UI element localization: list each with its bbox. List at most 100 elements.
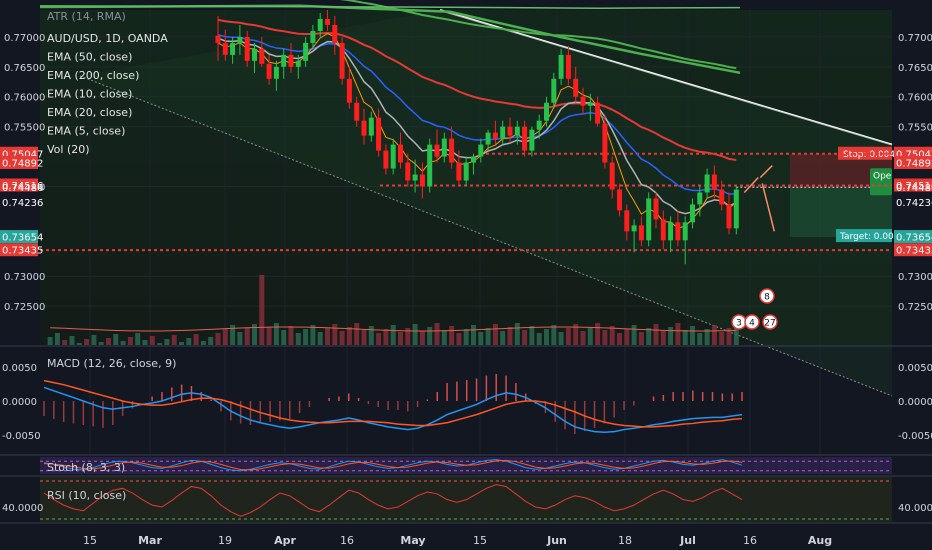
volume-bar [69, 336, 75, 345]
level-label-right: 0.73654 [896, 233, 932, 244]
stoch-d-line [43, 459, 743, 471]
rsi-title: RSI (10, close) [47, 489, 126, 502]
legend-entry: EMA (5, close) [47, 125, 125, 138]
candle-body [660, 219, 666, 241]
volume-bar [317, 332, 323, 345]
candle-body [704, 174, 710, 193]
stoch-plot [40, 459, 892, 472]
candle-body [690, 204, 695, 223]
legend-entry: Vol (20) [47, 143, 90, 156]
volume-bar [427, 327, 433, 345]
candle-body [441, 138, 447, 157]
target-label: Target: 0.00 [839, 232, 894, 242]
price-tick-right: 0.77000 [898, 33, 932, 44]
candle-body [514, 126, 520, 136]
volume-bar [507, 327, 513, 345]
candle-body [354, 102, 360, 121]
volume-bar [405, 328, 411, 345]
price-tick-left: 0.76000 [4, 93, 45, 104]
candle-body [390, 144, 396, 169]
volume-bar [354, 323, 360, 345]
date-tick: Jul [679, 534, 696, 547]
level-label-left: 0.74486 [2, 183, 43, 194]
candle-body [624, 210, 630, 232]
date-axis[interactable]: 15 Mar 19 Apr 16 May 15 Jun 18 Jul 16 Aug [83, 534, 832, 547]
volume-bar [179, 342, 184, 345]
position-tool[interactable]: Stop: 0.004 Target: 0.00 Ope [736, 146, 895, 243]
level-label-right: 0.74892 [896, 159, 932, 170]
event-badges[interactable]: 8 3 4 27 [731, 288, 778, 330]
volume-bar [602, 330, 608, 345]
rsi-plot: 40.0000 40.0000 [2, 480, 932, 520]
date-tick: Aug [808, 534, 832, 547]
level-label-box-right [894, 156, 932, 170]
candle-body [288, 54, 294, 67]
legend-entry: EMA (10, close) [47, 88, 132, 101]
volume-bar [303, 329, 309, 345]
volume-bar [383, 329, 389, 345]
ema-line [217, 18, 737, 162]
candle-body [726, 204, 732, 229]
date-tick: Apr [274, 534, 296, 547]
macd-plot: 0.0050 0.0050 0.0000 0.0000 -0.0050 -0.0050 [2, 363, 932, 442]
volume-bar [113, 334, 119, 345]
candle-body [252, 48, 257, 61]
candle-body [237, 36, 243, 43]
volume-bar [54, 333, 60, 345]
candle-body [295, 60, 301, 67]
candle-body [668, 222, 674, 241]
volume-bar [127, 337, 133, 345]
candle-body [580, 96, 586, 106]
volume-bar [478, 332, 484, 345]
upper-trendline [439, 9, 893, 146]
event-badge-text: 3 [736, 319, 742, 329]
price-tick-left: 0.75500 [4, 123, 45, 134]
date-tick: May [400, 534, 425, 547]
level-label-box-right [894, 243, 932, 257]
volume-bar [62, 340, 68, 345]
volume-bar [398, 332, 403, 345]
candle-body [733, 189, 739, 229]
macd-tick-left: 0.0000 [2, 397, 37, 408]
volume-bar [690, 326, 695, 345]
volume-bar [646, 328, 652, 345]
level-label-box-right [894, 230, 932, 244]
candle-body [675, 222, 681, 241]
rsi-line [43, 484, 743, 517]
candle-body [573, 78, 579, 97]
volume-bar [638, 332, 644, 345]
volume-bar [193, 334, 199, 345]
open-label: Ope [873, 171, 892, 181]
volume-bar [171, 335, 177, 345]
event-badge-text: 27 [764, 319, 775, 329]
candle-body [456, 162, 462, 181]
price-tick-right: 0.73000 [898, 272, 932, 283]
volume-bar [551, 325, 557, 345]
volume-bar [288, 326, 294, 345]
level-label-right: 0.74486 [896, 183, 932, 194]
candle-body [609, 162, 615, 190]
stoch-title: Stoch (8, 3, 3) [47, 461, 125, 474]
volume-bar [522, 330, 528, 345]
candle-body [646, 198, 652, 241]
macd-signal-line [43, 379, 743, 428]
projection-arrow [761, 183, 776, 232]
candle-body [361, 120, 367, 136]
level-label-right: 0.73435 [896, 246, 932, 257]
event-badge-text: 8 [764, 293, 770, 303]
macd-tick-right: 0.0000 [898, 397, 932, 408]
candle-body [346, 78, 352, 103]
macd-tick-left: -0.0050 [2, 431, 41, 442]
level-label-left: 0.75047 [2, 149, 43, 160]
stop-label: Stop: 0.004 [843, 150, 895, 160]
legend-entry: EMA (50, close) [47, 51, 132, 64]
volume-bar [704, 329, 710, 345]
volume-bar [47, 337, 53, 345]
candle-body [281, 54, 287, 67]
price-tick-right: 0.76500 [898, 63, 932, 74]
candle-body [463, 162, 469, 181]
price-tick-left: 0.77000 [4, 33, 45, 44]
projection-arrows [743, 165, 776, 232]
volume-bar [222, 329, 228, 345]
